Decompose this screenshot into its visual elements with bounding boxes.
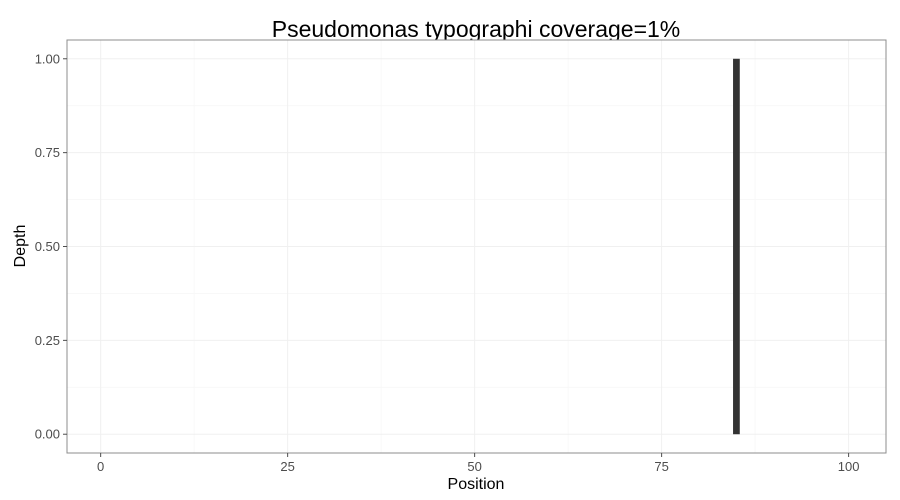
- y-tick-label: 0.25: [35, 333, 60, 348]
- chart-title: Pseudomonas typographi coverage=1%: [272, 16, 681, 42]
- x-tick-label: 0: [97, 459, 104, 474]
- y-tick-label: 0.50: [35, 239, 60, 254]
- y-axis-title: Depth: [12, 225, 29, 268]
- x-tick-label: 75: [654, 459, 668, 474]
- x-tick-label: 25: [280, 459, 294, 474]
- x-tick-label: 100: [838, 459, 860, 474]
- y-tick-label: 0.00: [35, 427, 60, 442]
- y-tick-label: 1.00: [35, 51, 60, 66]
- x-tick-label: 50: [467, 459, 481, 474]
- depth-bar: [733, 58, 740, 435]
- y-tick-label: 0.75: [35, 145, 60, 160]
- plot-panel: 0 25 50 75 100 0.00 0.25 0.50 0.75 1.00: [35, 39, 887, 474]
- x-axis-title: Position: [448, 476, 505, 493]
